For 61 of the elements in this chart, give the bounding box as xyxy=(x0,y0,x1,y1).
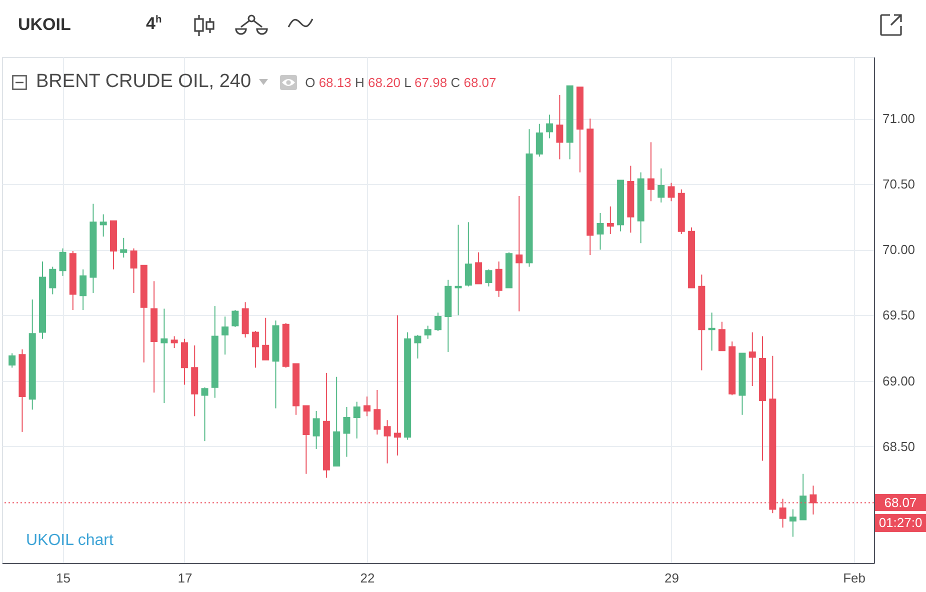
candlestick xyxy=(424,325,432,340)
x-tick-label: Feb xyxy=(843,570,866,586)
candlestick xyxy=(606,206,614,234)
candlestick xyxy=(170,336,178,349)
candlestick xyxy=(120,237,128,258)
candlestick xyxy=(800,473,807,520)
candlestick xyxy=(485,268,492,287)
x-tick-label: 22 xyxy=(360,570,375,586)
chart-title: UKOIL xyxy=(18,15,71,35)
candlestick xyxy=(160,308,168,404)
candlestick xyxy=(414,334,422,360)
candlestick xyxy=(80,268,87,310)
candlestick xyxy=(658,168,665,204)
candlestick xyxy=(222,316,229,356)
ref-line-label: 68.07 xyxy=(875,494,926,511)
candlestick xyxy=(59,248,66,276)
candlestick xyxy=(343,406,350,458)
text: BRENT CRUDE OIL, 240 xyxy=(36,71,252,93)
candlestick xyxy=(394,314,401,456)
candlestick xyxy=(374,389,381,436)
candlestick xyxy=(364,396,371,417)
x-tick-label: 15 xyxy=(56,570,71,586)
y-tick-label: 70.00 xyxy=(882,242,916,258)
candlestick xyxy=(100,214,107,238)
candlestick xyxy=(596,212,604,250)
annotation: O 68.13 H 68.20 L 67.98 C 68.07 xyxy=(305,74,496,90)
y-tick-label: 69.50 xyxy=(882,308,916,323)
x-tick-label: 29 xyxy=(664,570,679,586)
candlestick xyxy=(252,330,259,368)
candlestick xyxy=(718,321,726,352)
candlestick xyxy=(495,260,502,298)
y-tick-label: 68.50 xyxy=(882,438,916,454)
candlestick xyxy=(556,94,564,160)
y-tick-label: 70.50 xyxy=(882,176,916,192)
candlestick xyxy=(546,114,554,139)
candlestick xyxy=(516,195,523,312)
candlestick xyxy=(384,420,391,464)
candlestick xyxy=(8,352,16,368)
text: 4$^{h}$ xyxy=(146,14,162,34)
candlestick xyxy=(232,310,239,328)
candlestick xyxy=(201,386,208,442)
candlestick xyxy=(475,252,482,284)
candlestick xyxy=(312,410,320,450)
candlestick xyxy=(49,266,56,295)
candlestick xyxy=(647,142,654,202)
candlestick xyxy=(789,508,796,538)
annotation: UKOIL chart xyxy=(26,532,114,549)
candlestick xyxy=(708,312,716,352)
candlestick xyxy=(434,312,442,332)
candlestick xyxy=(668,182,675,202)
x-tick-label: 17 xyxy=(178,570,192,586)
candlestick xyxy=(262,317,270,360)
y-tick-label: 69.00 xyxy=(882,373,916,388)
candlestick xyxy=(130,248,138,294)
candlestick xyxy=(454,224,462,316)
candlestick xyxy=(536,123,543,158)
candlestick xyxy=(464,222,472,287)
candlestick xyxy=(748,332,756,387)
y-tick-label: 71.00 xyxy=(882,111,916,126)
candlestick xyxy=(353,401,360,439)
text: 01:27:0 xyxy=(875,514,926,532)
